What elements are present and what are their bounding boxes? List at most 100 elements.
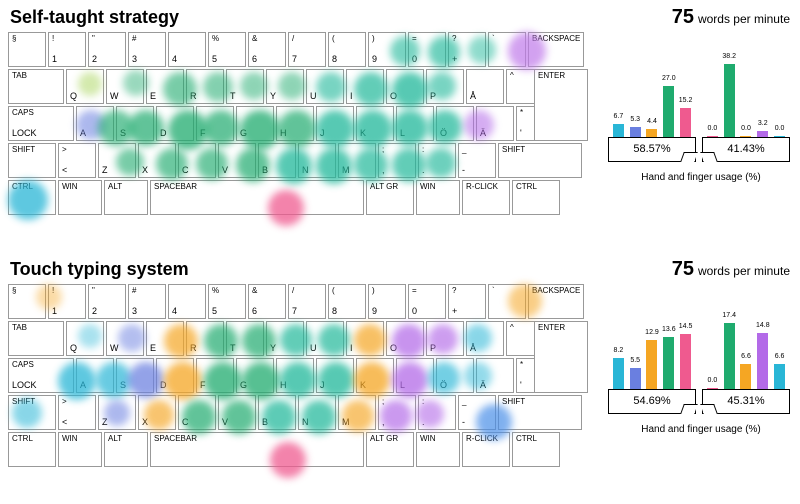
key-enter: ENTER — [534, 321, 588, 393]
chart-caption: Hand and finger usage (%) — [608, 424, 794, 435]
key: BACKSPACE — [528, 32, 584, 67]
key: CAPSLOCK — [8, 358, 74, 393]
key: G — [236, 106, 274, 141]
panel-title: Touch typing system — [10, 259, 189, 280]
key: Q — [66, 69, 104, 104]
key: )9 — [368, 32, 406, 67]
key: Z — [98, 143, 136, 178]
key: (8 — [328, 284, 366, 319]
left-hand-chart: 8.25.512.913.614.554.69% — [608, 304, 696, 414]
strategy-panel: Touch typing system75words per minute§!1… — [0, 252, 800, 504]
key: CTRL — [8, 180, 56, 215]
key: ?+ — [448, 32, 486, 67]
finger-usage-chart: 6.75.34.427.015.258.57%0.038.20.03.20.04… — [608, 52, 794, 183]
finger-bar: 12.9 — [646, 340, 657, 389]
key: K — [356, 106, 394, 141]
key: TAB — [8, 69, 64, 104]
key: W — [106, 69, 144, 104]
finger-bar: 6.6 — [774, 364, 785, 389]
key: ALT — [104, 432, 148, 467]
key: L — [396, 358, 434, 393]
key: F — [196, 358, 234, 393]
key: Ö — [436, 106, 474, 141]
finger-bar: 13.6 — [663, 337, 674, 389]
key: BACKSPACE — [528, 284, 584, 319]
key: WIN — [416, 180, 460, 215]
key: TAB — [8, 321, 64, 356]
key: U — [306, 321, 344, 356]
key: >< — [58, 143, 96, 178]
key: WIN — [58, 432, 102, 467]
key: H — [276, 106, 314, 141]
finger-bar: 0.0 — [707, 388, 718, 389]
key: _- — [458, 143, 496, 178]
key: J — [316, 106, 354, 141]
finger-bar: 15.2 — [680, 108, 691, 137]
key: X — [138, 143, 176, 178]
right-hand-pct: 45.31% — [702, 390, 790, 414]
key: /7 — [288, 32, 326, 67]
key: D — [156, 358, 194, 393]
wpm-label: 75words per minute — [672, 6, 790, 29]
key: "2 — [88, 32, 126, 67]
key: O — [386, 69, 424, 104]
key: ;, — [378, 395, 416, 430]
left-hand-chart: 6.75.34.427.015.258.57% — [608, 52, 696, 162]
key: ?+ — [448, 284, 486, 319]
key: X — [138, 395, 176, 430]
key: Ä — [476, 358, 514, 393]
key: E — [146, 321, 184, 356]
key: N — [298, 143, 336, 178]
finger-bar: 0.0 — [740, 136, 751, 137]
key: S — [116, 358, 154, 393]
key: J — [316, 358, 354, 393]
key: R-CLICK — [462, 180, 510, 215]
key: O — [386, 321, 424, 356]
key: M — [338, 143, 376, 178]
key: ALT — [104, 180, 148, 215]
key: SHIFT — [498, 143, 582, 178]
key: SPACEBAR — [150, 432, 364, 467]
key: &6 — [248, 32, 286, 67]
key: CTRL — [8, 432, 56, 467]
left-hand-pct: 58.57% — [608, 138, 696, 162]
finger-bar: 6.7 — [613, 124, 624, 137]
finger-bar: 3.2 — [757, 131, 768, 137]
key: 4 — [168, 284, 206, 319]
key: P — [426, 69, 464, 104]
key: Y — [266, 321, 304, 356]
chart-caption: Hand and finger usage (%) — [608, 172, 794, 183]
finger-usage-chart: 8.25.512.913.614.554.69%0.017.46.614.86.… — [608, 304, 794, 435]
keyboard: §!1"2#34%5&6/7(8)9=0?+`BACKSPACETABQWERT… — [8, 284, 588, 472]
finger-bar: 17.4 — [724, 323, 735, 389]
finger-bar: 14.8 — [757, 333, 768, 389]
finger-bar: 14.5 — [680, 334, 691, 389]
keyboard: §!1"2#34%5&6/7(8)9=0?+`BACKSPACETABQWERT… — [8, 32, 588, 220]
key: Q — [66, 321, 104, 356]
key: Ä — [476, 106, 514, 141]
key: ` — [488, 32, 526, 67]
finger-bar: 5.5 — [630, 368, 641, 389]
key: ALT GR — [366, 180, 414, 215]
key: )9 — [368, 284, 406, 319]
key-enter: ENTER — [534, 69, 588, 141]
key: Ö — [436, 358, 474, 393]
key: WIN — [58, 180, 102, 215]
finger-bar: 6.6 — [740, 364, 751, 389]
key: CTRL — [512, 180, 560, 215]
key: N — [298, 395, 336, 430]
key: %5 — [208, 32, 246, 67]
key: &6 — [248, 284, 286, 319]
key: D — [156, 106, 194, 141]
key: R — [186, 321, 224, 356]
key: A — [76, 106, 114, 141]
key: M — [338, 395, 376, 430]
key: !1 — [48, 32, 86, 67]
right-hand-chart: 0.0 17.4 6.6 14.8 6.645.31% — [702, 304, 790, 414]
key: =0 — [408, 32, 446, 67]
key: T — [226, 69, 264, 104]
finger-bar: 0.0 — [707, 136, 718, 137]
strategy-panel: Self-taught strategy75words per minute§!… — [0, 0, 800, 252]
key: WIN — [416, 432, 460, 467]
key: ALT GR — [366, 432, 414, 467]
